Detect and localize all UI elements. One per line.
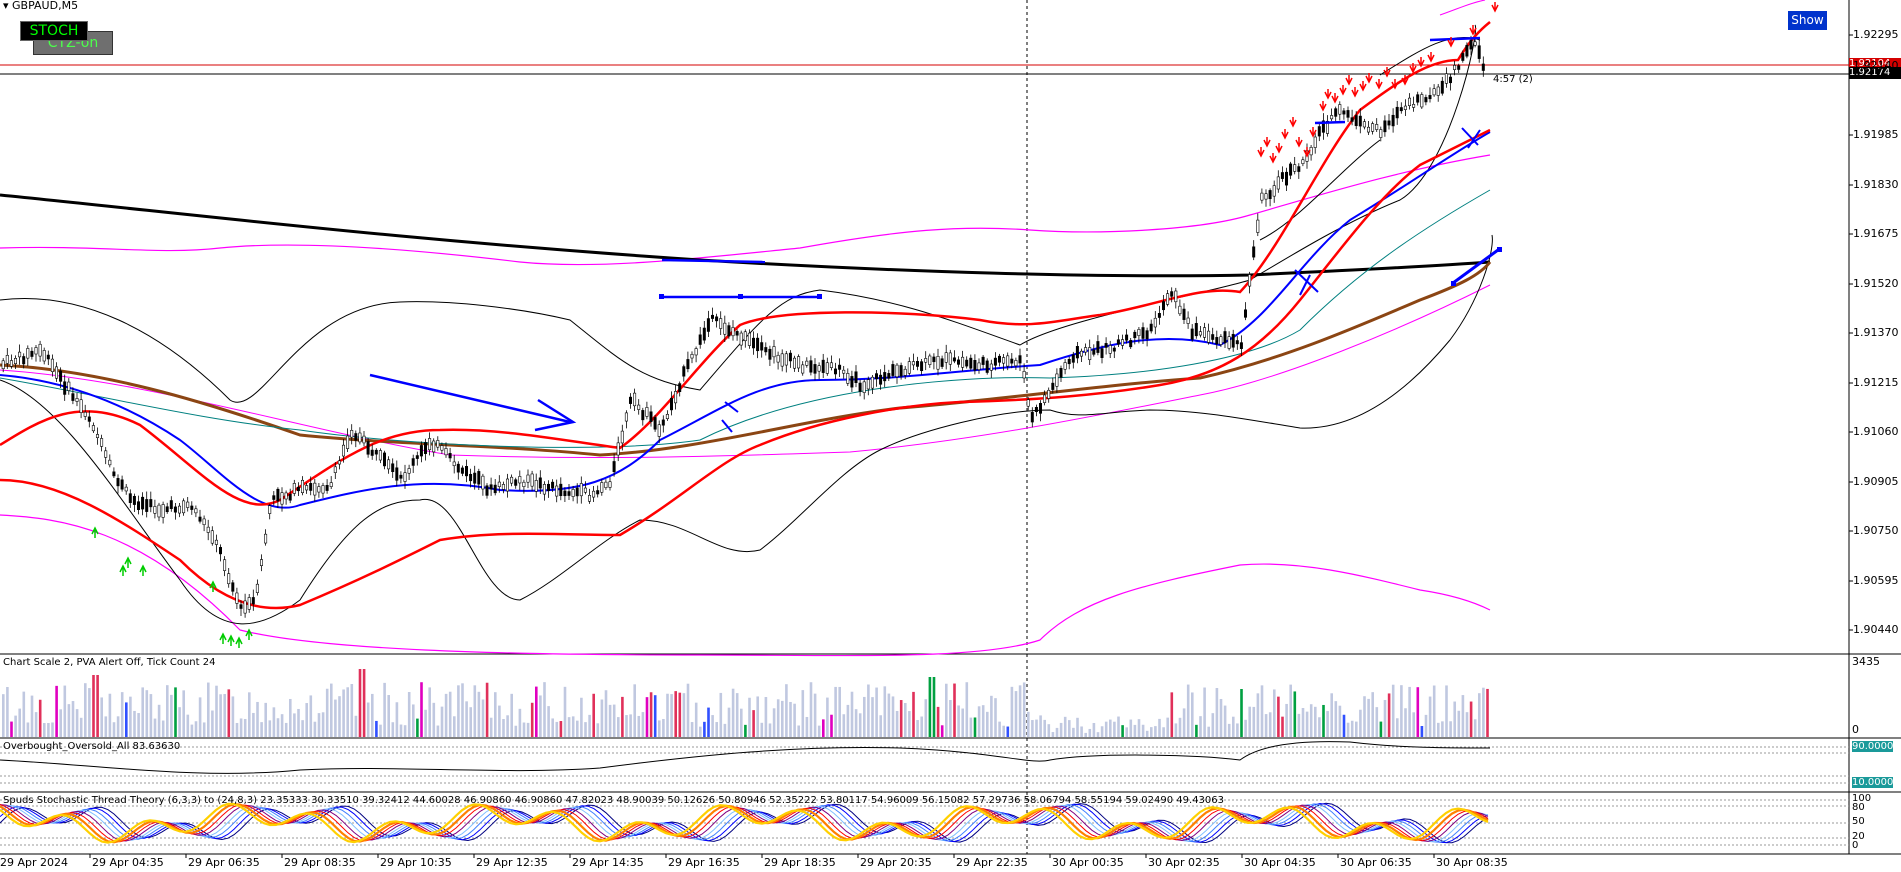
ob-os-line bbox=[0, 741, 1491, 774]
volume-panel-label: Chart Scale 2, PVA Alert Off, Tick Count… bbox=[3, 657, 216, 668]
trend-arrow-head bbox=[534, 398, 577, 432]
time-axis-label: 30 Apr 04:35 bbox=[1244, 856, 1316, 869]
bb-lower bbox=[0, 234, 1493, 625]
time-axis-label: 29 Apr 22:35 bbox=[956, 856, 1028, 869]
bid-price-tag: 1.92174 bbox=[1849, 67, 1901, 79]
ma-blue bbox=[0, 131, 1491, 509]
symbol-title: ▾ GBPAUD,M5 bbox=[3, 0, 78, 12]
volume-axis-bottom: 0 bbox=[1852, 723, 1859, 736]
stoch-button[interactable]: STOCH bbox=[20, 21, 88, 41]
time-axis-label: 29 Apr 06:35 bbox=[188, 856, 260, 869]
band-mid-magenta bbox=[0, 284, 1491, 459]
sell-arrows bbox=[1257, 2, 1499, 164]
stoch-axis-100: 100 bbox=[1852, 793, 1872, 804]
time-axis-label: 29 Apr 20:35 bbox=[860, 856, 932, 869]
price-axis-label: 1.90750 bbox=[1853, 524, 1899, 537]
ma-brown bbox=[0, 261, 1492, 457]
hline-drawn-1[interactable] bbox=[661, 258, 766, 264]
price-axis-label: 1.91830 bbox=[1853, 178, 1899, 191]
stoch-axis-20: 20 bbox=[1852, 831, 1865, 842]
ma-red-slow bbox=[0, 128, 1491, 610]
obos-panel-label: Overbought_Oversold_All 83.63630 bbox=[3, 741, 181, 752]
collapse-icon[interactable]: ▾ bbox=[3, 0, 9, 12]
time-axis-label: 30 Apr 00:35 bbox=[1052, 856, 1124, 869]
price-axis-label: 1.91370 bbox=[1853, 326, 1899, 339]
volume-bars bbox=[2, 669, 1489, 737]
price-axis-label: 1.91985 bbox=[1853, 128, 1899, 141]
band-upper-magenta bbox=[0, 154, 1491, 266]
time-axis-label: 29 Apr 04:35 bbox=[92, 856, 164, 869]
stoch-axis-0: 0 bbox=[1852, 840, 1859, 851]
time-axis-label: 29 Apr 16:35 bbox=[668, 856, 740, 869]
time-axis-label: 30 Apr 08:35 bbox=[1436, 856, 1508, 869]
trend-arrow[interactable] bbox=[369, 373, 571, 424]
stoch-threads bbox=[0, 802, 1489, 844]
bar-countdown: 4:57 (2) bbox=[1493, 74, 1533, 85]
time-axis-label: 29 Apr 2024 bbox=[0, 856, 69, 869]
stoch-axis-80: 80 bbox=[1852, 802, 1865, 813]
price-axis-label: 1.90595 bbox=[1853, 574, 1899, 587]
price-axis-label: 1.91215 bbox=[1853, 376, 1899, 389]
time-axis-label: 29 Apr 10:35 bbox=[380, 856, 452, 869]
ma-red-fast bbox=[0, 21, 1491, 506]
price-axis-label: 1.92140 bbox=[1853, 59, 1899, 72]
price-axis-label: 1.90440 bbox=[1853, 623, 1899, 636]
band-lower-magenta bbox=[0, 514, 1491, 657]
stoch-axis-50: 50 bbox=[1852, 816, 1865, 827]
price-axis-label: 1.90905 bbox=[1853, 475, 1899, 488]
time-axis-label: 30 Apr 02:35 bbox=[1148, 856, 1220, 869]
trendline-blue-short[interactable] bbox=[1452, 248, 1499, 285]
symbol-label: GBPAUD,M5 bbox=[12, 0, 79, 12]
ma-black-long bbox=[0, 193, 1491, 278]
show-button[interactable]: Show bbox=[1788, 11, 1827, 30]
candles bbox=[1, 35, 1485, 618]
time-axis-label: 29 Apr 14:35 bbox=[572, 856, 644, 869]
ma-teal bbox=[0, 189, 1491, 448]
obos-level-low: 10.0000 bbox=[1852, 777, 1894, 788]
obos-level-high: 90.0000 bbox=[1852, 741, 1894, 752]
volume-axis-top: 3435 bbox=[1852, 655, 1880, 668]
price-axis-label: 1.92295 bbox=[1853, 28, 1899, 41]
time-axis-label: 29 Apr 08:35 bbox=[284, 856, 356, 869]
price-axis-label: 1.91675 bbox=[1853, 227, 1899, 240]
buy-arrows bbox=[91, 526, 253, 648]
stoch-panel-label: Spuds Stochastic Thread Theory (6,3,3) t… bbox=[3, 795, 1225, 806]
time-axis-label: 29 Apr 18:35 bbox=[764, 856, 836, 869]
price-axis-label: 1.91060 bbox=[1853, 425, 1899, 438]
time-axis-label: 30 Apr 06:35 bbox=[1340, 856, 1412, 869]
time-axis-label: 29 Apr 12:35 bbox=[476, 856, 548, 869]
price-axis-label: 1.91520 bbox=[1853, 277, 1899, 290]
